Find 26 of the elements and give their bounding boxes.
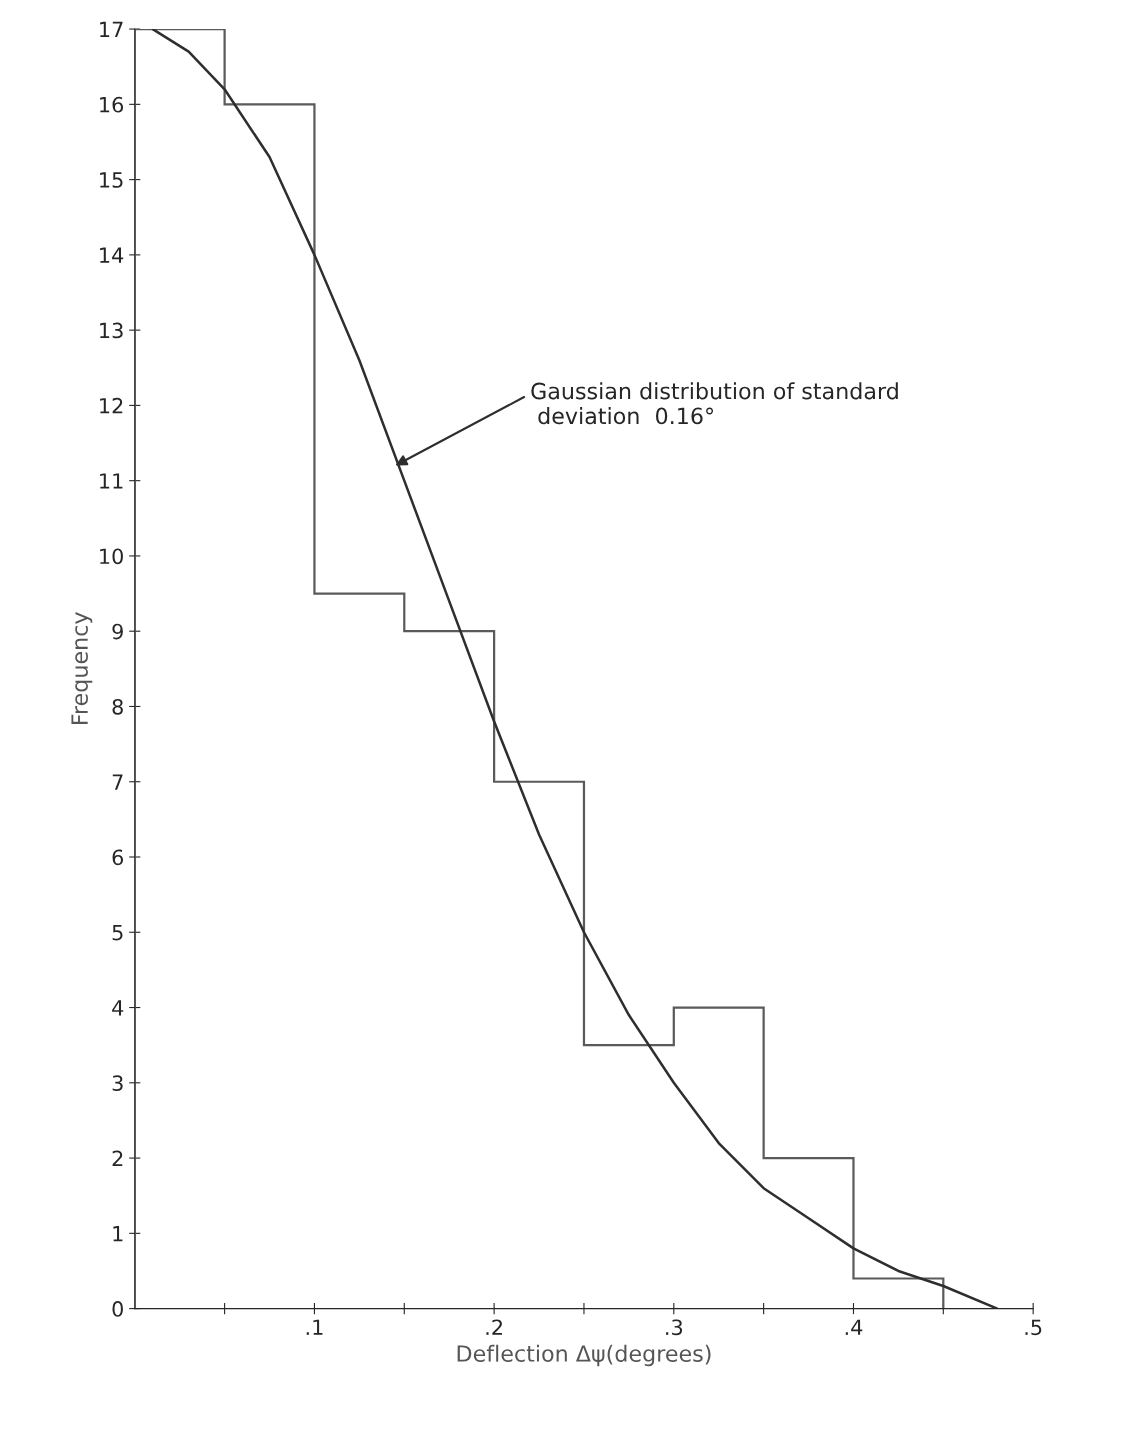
y-tick-label: 7	[112, 774, 123, 790]
x-axis-title: Deflection Δψ(degrees)	[457, 1344, 711, 1367]
y-tick-label: 16	[100, 96, 124, 113]
y-tick-label: 6	[112, 849, 124, 866]
y-tick-label: 5	[112, 925, 123, 941]
x-tick-label: .2	[486, 1319, 502, 1335]
y-tick-label: 3	[112, 1075, 123, 1092]
y-tick-label: 9	[112, 623, 123, 640]
y-tick-label: 15	[100, 172, 123, 188]
y-tick-label: 13	[100, 322, 123, 339]
y-tick-label: 12	[100, 397, 123, 414]
y-tick-label: 8	[112, 698, 123, 715]
y-tick-label: 14	[100, 247, 124, 263]
x-tick-label: .5	[1025, 1319, 1042, 1336]
y-tick-label: 1	[113, 1226, 123, 1242]
y-tick-label: 17	[100, 21, 123, 37]
annotation: Gaussian distribution of standard deviation 0.16°	[531, 382, 898, 425]
y-tick-label: 10	[100, 548, 123, 565]
y-tick-label: 2	[112, 1150, 123, 1166]
x-tick-label: .1	[306, 1319, 323, 1335]
y-tick-label: 11	[100, 473, 123, 489]
y-axis-title: Frequency	[71, 612, 93, 725]
x-tick-label: .3	[666, 1319, 683, 1336]
x-tick-label: .4	[845, 1319, 863, 1335]
y-tick-label: 4	[112, 1000, 124, 1016]
y-tick-label: 0	[112, 1301, 123, 1317]
